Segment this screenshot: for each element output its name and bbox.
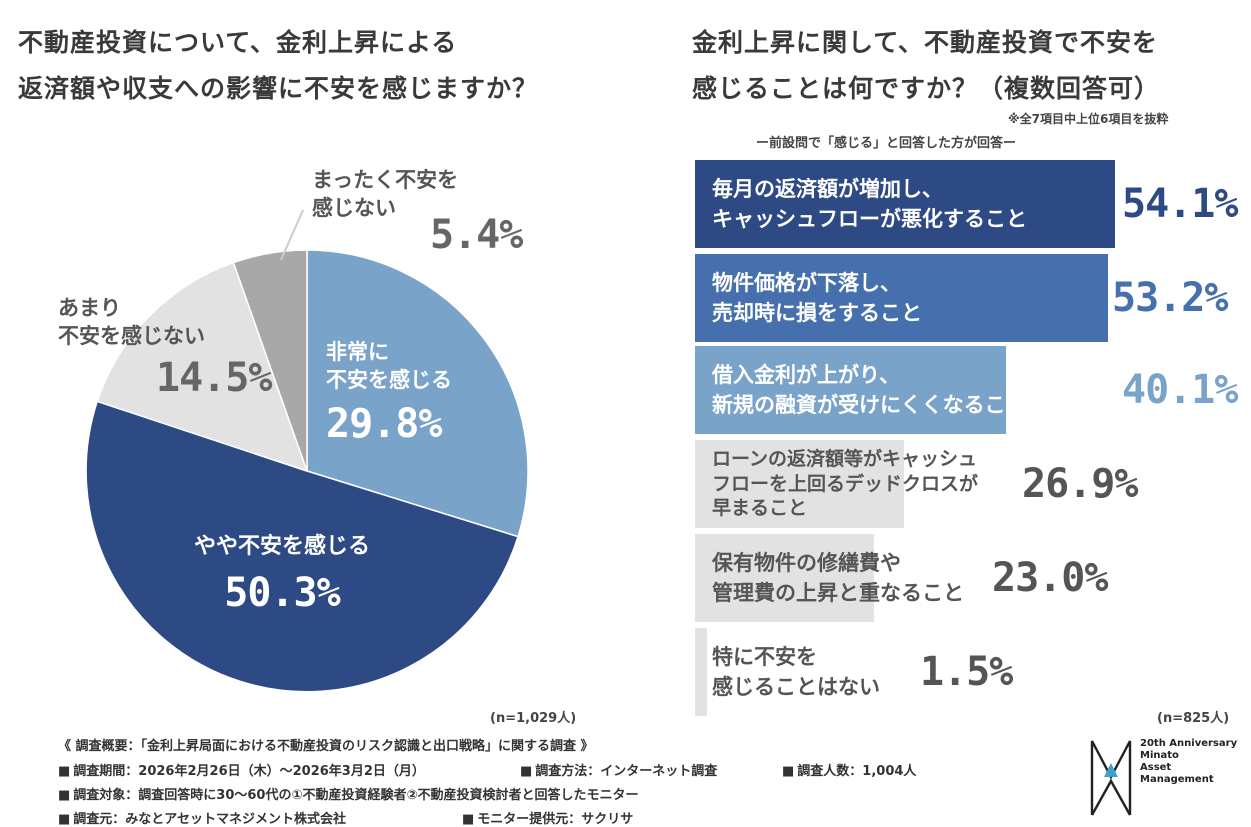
bar-label-line: 感じることはない [712,675,880,699]
bar-label-line: 新規の融資が受けにくくなること [712,393,1027,417]
bar-label: 毎月の返済額が増加し、キャッシュフローが悪化すること [712,160,1027,248]
bar-label-line: 毎月の返済額が増加し、 [712,176,943,201]
bar-label-line: 管理費の上昇と重なること [712,581,964,605]
pie-value-somewhat-anxious: 50.3% [224,569,340,616]
bar-value-label: 40.1% [1122,367,1238,413]
pie-chart [85,209,529,693]
left-chart-title: 不動産投資について、金利上昇による 返済額や収支への影響に不安を感じますか？ [18,20,538,112]
bar-value-label: 26.9% [1022,461,1138,507]
bullet-icon: ■ [58,812,71,827]
right-title-line-2: 感じることは何ですか？（複数回答可） [692,74,1161,103]
bar-label-line: 物件価格が下落し、 [712,270,901,295]
bar-row: ローンの返済額等がキャッシュ フローを上回るデッドクロスが 早まること 26.9% [692,440,1251,528]
bar-row: 保有物件の修繕費や管理費の上昇と重なること 23.0% [692,534,1251,622]
bullet-icon: ■ [58,788,71,803]
pie-label-very-anxious: 非常に 不安を感じる 29.8% [326,338,452,451]
bar [695,346,1007,434]
logo-text-line: 20th Anniversary [1140,738,1238,749]
pie-value-not-anxious-at-all: 5.4% [430,212,523,258]
bar-row: 物件価格が下落し、 売却時に損をすること 53.2% [692,254,1251,342]
footer-summary: 《 調査概要：「金利上昇局面における不動産投資のリスク認識と出口戦略」に関する調… [58,739,594,754]
bullet-icon: ■ [520,764,533,779]
footer-period-text: 調査期間：2026年2月26日（木）～2026年3月2日（月） [73,764,425,779]
logo-text-line: Management [1140,774,1214,785]
pie-slice-very-anxious [306,249,529,538]
bar-label: 特に不安を感じることはない [712,628,880,716]
bar [695,440,904,528]
pie-label-very-anxious-line: 不安を感じる [326,368,452,393]
footer-method-text: 調査方法：インターネット調査 [535,764,718,779]
pie-label-not-anxious-at-all-line: 感じない [312,196,396,221]
bar-label-line: キャッシュフローが悪化すること [712,207,1027,231]
bar-value-label: 53.2% [1112,275,1228,321]
pie-slice-not-anxious-at-all [232,249,308,472]
pie-slice-somewhat-anxious [85,400,519,693]
right-chart-sample-size: (n=825人) [1157,711,1230,726]
bullet-icon: ■ [782,764,795,779]
bar-label: ローンの返済額等がキャッシュ フローを上回るデッドクロスが 早まること [712,440,978,528]
bar-row: 毎月の返済額が増加し、キャッシュフローが悪化すること 54.1% [692,160,1251,248]
pie-label-not-very-anxious-line: 不安を感じない [58,324,205,349]
bar-label-line: 保有物件の修繕費や [712,550,901,575]
footer-method: ■ 調査方法：インターネット調査 [520,760,717,779]
bullet-icon: ■ [462,812,475,827]
pie-value-not-very-anxious: 14.5% [156,354,272,401]
footer-count: ■ 調査人数：1,004人 [782,760,916,779]
bar [695,160,1115,248]
logo-text-line: Asset [1140,762,1172,773]
bar-value-label: 23.0% [992,555,1108,601]
footer-target-text: 調査対象：調査回答時に30〜60代の①不動産投資経験者②不動産投資検討者と回答し… [73,788,639,803]
bar-row: 借入金利が上がり、新規の融資が受けにくくなること 40.1% [692,346,1251,434]
bar-value-label: 1.5% [920,649,1013,695]
footer-period: ■ 調査期間：2026年2月26日（木）～2026年3月2日（月） [58,760,425,779]
logo-text-line: Minato [1140,750,1179,761]
right-chart-note: ※全7項目中上位6項目を抜粋 [1008,112,1169,126]
bar-label-line: 早まること [712,497,808,520]
footer-provider: ■ モニター提供元：サクリサ [462,808,633,827]
bar-label-line: 特に不安を [712,644,817,669]
right-chart-subtitle: ー前設問で「感じる」と回答した方が回答ー [756,136,1017,151]
bar-label-line: 売却時に損をすること [712,301,922,325]
pie-slices [85,249,529,693]
bar-label: 物件価格が下落し、 売却時に損をすること [712,254,922,342]
bar-label-line: ローンの返済額等がキャッシュ [712,447,978,470]
footer-origin-text: 調査元：みなとアセットマネジメント株式会社 [73,812,347,827]
left-chart-sample-size: (n=1,029人) [490,711,577,726]
bar-value-label: 54.1% [1122,181,1238,227]
left-title-line-1: 不動産投資について、金利上昇による [18,28,458,57]
pie-label-not-anxious-at-all-line: まったく不安を [312,168,459,192]
footer-target: ■ 調査対象：調査回答時に30〜60代の①不動産投資経験者②不動産投資検討者と回答… [58,784,639,803]
bar-label: 借入金利が上がり、新規の融資が受けにくくなること [712,346,1027,434]
bar-row: 特に不安を感じることはない 1.5% [692,628,1251,716]
bar-label: 保有物件の修繕費や管理費の上昇と重なること [712,534,964,622]
pie-value-very-anxious: 29.8% [326,400,442,447]
bar [695,254,1108,342]
bar [695,628,707,716]
bar-label-line: フローを上回るデッドクロスが [712,472,979,495]
pie-label-somewhat-anxious: やや不安を感じる 50.3% [172,532,392,620]
minato-logo-icon [1090,740,1132,816]
bullet-icon: ■ [58,764,71,779]
pie-label-not-anxious-at-all: まったく不安を 感じない [312,166,458,223]
right-title-line-1: 金利上昇に関して、不動産投資で不安を [692,28,1159,57]
bar [695,534,874,622]
right-chart-title: 金利上昇に関して、不動産投資で不安を 感じることは何ですか？（複数回答可） [692,20,1160,112]
footer-count-text: 調査人数：1,004人 [797,764,917,779]
footer-provider-text: モニター提供元：サクリサ [477,812,634,827]
pie-label-not-very-anxious-line: あまり [58,296,121,320]
pie-label-very-anxious-line: 非常に [326,340,389,364]
logo-text: 20th Anniversary Minato Asset Management [1140,738,1237,786]
pie-label-not-very-anxious: あまり 不安を感じない 14.5% [58,294,272,405]
footer-origin: ■ 調査元：みなとアセットマネジメント株式会社 [58,808,346,827]
pie-leader-line [280,209,304,261]
left-title-line-2: 返済額や収支への影響に不安を感じますか？ [18,74,539,103]
bar-label-line: 借入金利が上がり、 [712,362,901,387]
pie-slice-not-very-anxious [96,261,309,473]
pie-label-somewhat-anxious-line: やや不安を感じる [193,534,370,559]
